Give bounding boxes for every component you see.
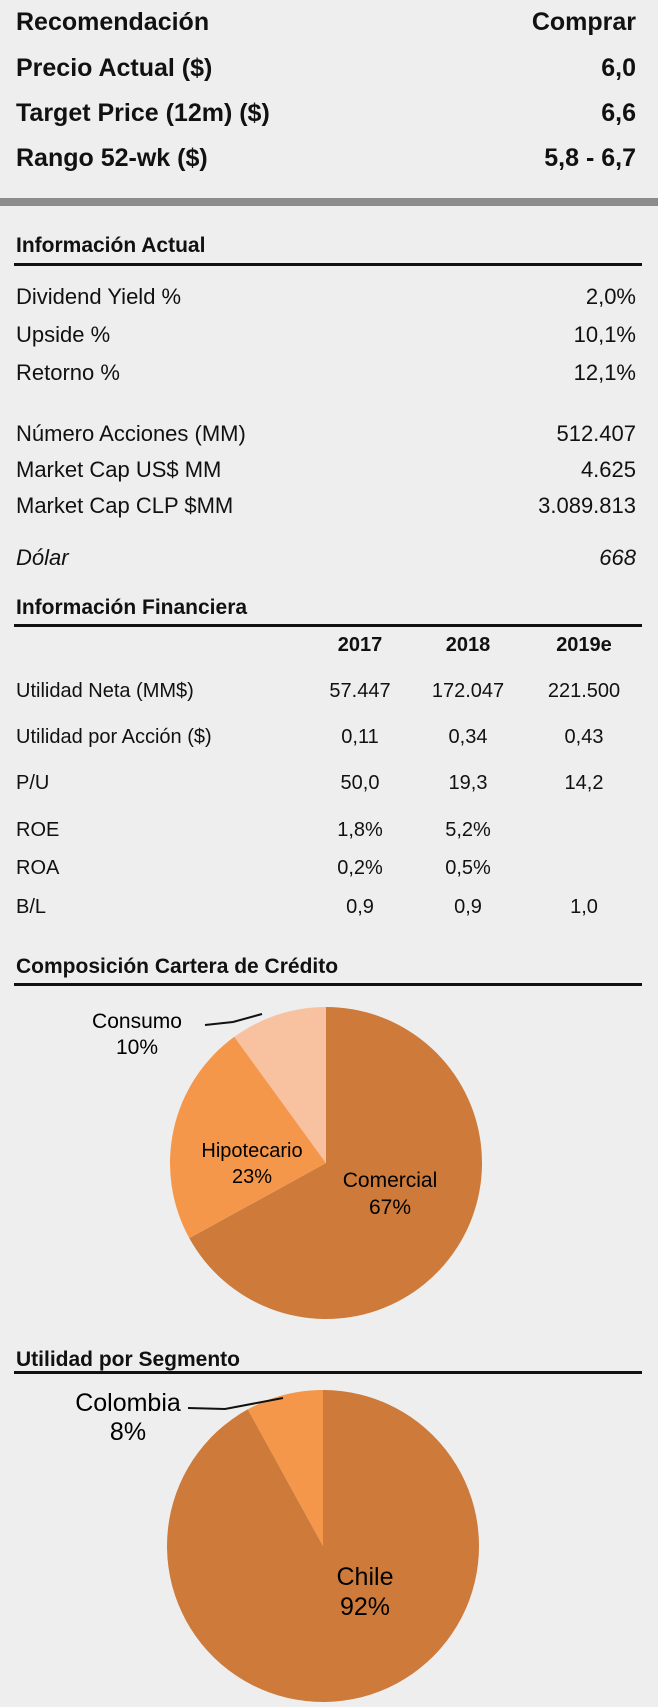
dividend-yield-label: Dividend Yield %	[16, 284, 182, 309]
col-header-2019e: 2019e	[556, 634, 612, 656]
market-cap-usd-value: 4.625	[580, 457, 636, 482]
credit-composition-title: Composición Cartera de Crédito	[16, 955, 339, 978]
colombia-pct-label: 8%	[110, 1418, 146, 1446]
current-price-row: Precio Actual ($) 6,0	[16, 54, 636, 83]
recommendation-value: Comprar	[531, 8, 636, 36]
info-financiera-title: Información Financiera	[16, 596, 248, 619]
upside-label: Upside %	[16, 322, 111, 347]
market-cap-clp-label: Market Cap CLP $MM	[16, 493, 234, 518]
retorno-value: 12,1%	[573, 360, 636, 385]
range-52wk-row: Rango 52-wk ($) 5,8 - 6,7	[16, 144, 636, 173]
num-acciones-row: Número Acciones (MM) 512.407	[16, 421, 636, 447]
utilidad-neta-2017: 57.447	[329, 680, 391, 702]
upside-row: Upside % 10,1%	[16, 322, 636, 348]
pu-2018: 19,3	[448, 772, 488, 794]
retorno-label: Retorno %	[16, 360, 120, 385]
utilidad-neta-label: Utilidad Neta (MM$)	[16, 680, 194, 702]
segment-profit-title: Utilidad por Segmento	[16, 1348, 241, 1371]
target-price-row: Target Price (12m) ($) 6,6	[16, 99, 636, 128]
retorno-row: Retorno % 12,1%	[16, 360, 636, 386]
current-price-value: 6,0	[601, 54, 636, 82]
pie-slice-comercial	[189, 1007, 483, 1319]
info-financiera-rule	[14, 624, 642, 627]
hipotecario-name-label: Hipotecario	[201, 1140, 302, 1162]
credit-composition-pie-chart: Comercial 67% Hipotecario 23% Consumo 10…	[92, 1007, 483, 1319]
current-price-label: Precio Actual ($)	[16, 54, 213, 82]
market-cap-usd-label: Market Cap US$ MM	[16, 457, 222, 482]
consumo-leader-line	[204, 1013, 263, 1026]
consumo-pct-label: 10%	[116, 1036, 158, 1059]
target-price-value: 6,6	[601, 99, 636, 127]
upa-2018: 0,34	[448, 726, 488, 748]
divider-band	[0, 198, 658, 206]
colombia-leader-line	[187, 1397, 284, 1411]
hipotecario-pct-label: 23%	[232, 1166, 272, 1188]
upa-2019e: 0,43	[564, 726, 604, 748]
info-actual-title: Información Actual	[16, 234, 206, 257]
roe-2017: 1,8%	[337, 819, 383, 841]
upside-value: 10,1%	[573, 322, 636, 347]
bl-2018: 0,9	[454, 896, 482, 918]
target-price-label: Target Price (12m) ($)	[16, 99, 270, 127]
pu-2017: 50,0	[340, 772, 380, 794]
roa-label: ROA	[16, 857, 60, 879]
roe-2018: 5,2%	[445, 819, 491, 841]
bl-label: B/L	[16, 896, 47, 918]
num-acciones-value: 512.407	[556, 421, 636, 446]
info-actual-rule	[14, 263, 642, 266]
dolar-row: Dólar 668	[16, 545, 636, 571]
bl-2019e: 1,0	[570, 896, 598, 918]
credit-composition-rule	[14, 983, 642, 986]
chile-name-label: Chile	[337, 1563, 394, 1591]
colombia-name-label: Colombia	[75, 1389, 181, 1417]
utilidad-neta-2019e: 221.500	[547, 680, 621, 702]
pie-slice-colombia	[247, 1390, 323, 1546]
segment-profit-rule	[14, 1371, 642, 1374]
pu-2019e: 14,2	[564, 772, 604, 794]
range-52wk-label: Rango 52-wk ($)	[16, 144, 208, 172]
col-header-2017: 2017	[337, 634, 383, 656]
roa-2018: 0,5%	[445, 857, 491, 879]
roa-2017: 0,2%	[337, 857, 383, 879]
market-cap-clp-row: Market Cap CLP $MM 3.089.813	[16, 493, 636, 519]
recommendation-label: Recomendación	[16, 8, 210, 36]
upa-2017: 0,11	[341, 726, 379, 748]
pu-label: P/U	[16, 772, 50, 794]
roe-label: ROE	[16, 819, 60, 841]
recommendation-row: Recomendación Comprar	[16, 8, 636, 37]
comercial-name-label: Comercial	[343, 1169, 438, 1192]
consumo-name-label: Consumo	[92, 1010, 182, 1033]
market-cap-clp-value: 3.089.813	[538, 493, 636, 518]
bl-2017: 0,9	[346, 896, 374, 918]
range-52wk-value: 5,8 - 6,7	[544, 144, 636, 172]
market-cap-usd-row: Market Cap US$ MM 4.625	[16, 457, 636, 483]
upa-label: Utilidad por Acción ($)	[16, 726, 212, 748]
chile-pct-label: 92%	[340, 1593, 390, 1621]
dolar-value: 668	[599, 545, 636, 570]
col-header-2018: 2018	[445, 634, 491, 656]
comercial-pct-label: 67%	[369, 1196, 411, 1219]
dividend-yield-value: 2,0%	[585, 284, 636, 309]
dividend-yield-row: Dividend Yield % 2,0%	[16, 284, 636, 310]
pie-slice-consumo	[234, 1007, 326, 1163]
dolar-label: Dólar	[16, 545, 69, 570]
num-acciones-label: Número Acciones (MM)	[16, 421, 246, 446]
pie-slice-hipotecario	[170, 1036, 326, 1239]
segment-profit-pie-chart: Chile 92% Colombia 8%	[75, 1389, 480, 1702]
pie-slice-chile	[167, 1390, 480, 1702]
utilidad-neta-2018: 172.047	[431, 680, 505, 702]
